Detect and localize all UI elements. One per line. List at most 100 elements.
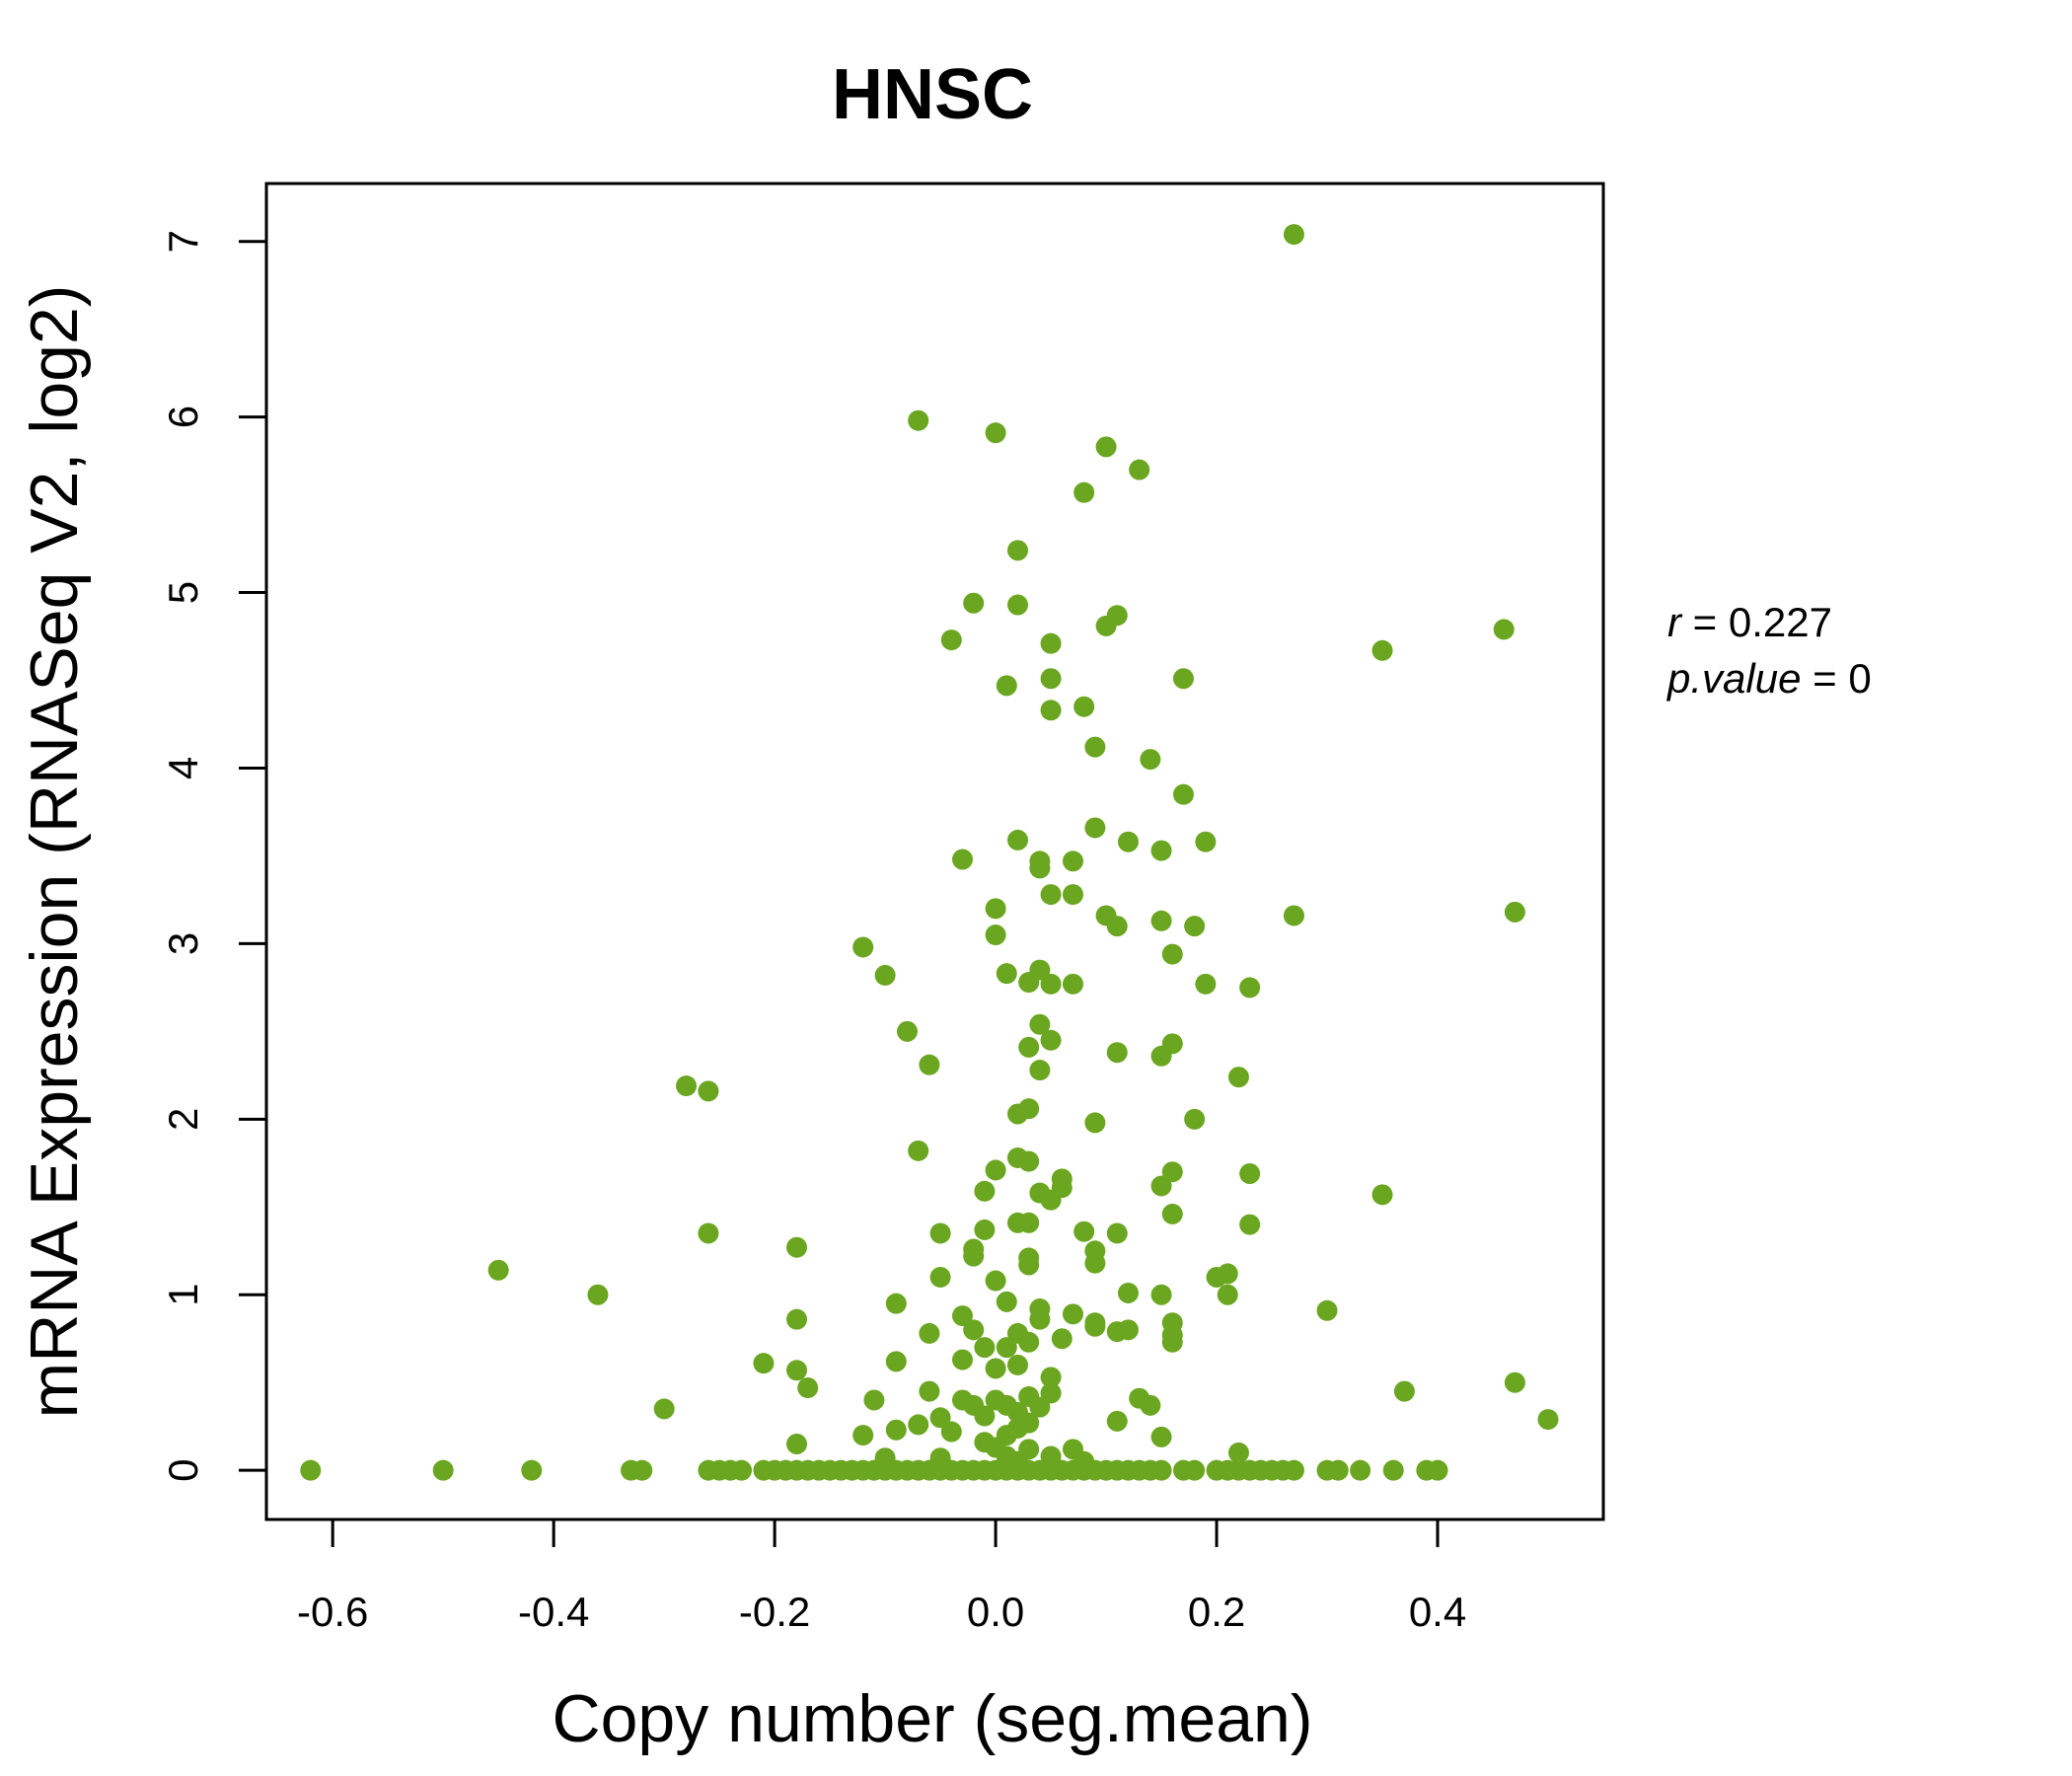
- plot-frame: [264, 182, 1605, 1521]
- y-tick-label: 1: [160, 1284, 206, 1306]
- y-tick-label: 4: [160, 757, 206, 779]
- y-tick-label: 3: [160, 932, 206, 955]
- data-point: [698, 1080, 719, 1102]
- data-point: [1106, 1222, 1128, 1244]
- data-point: [996, 675, 1017, 697]
- data-point: [1084, 1252, 1106, 1274]
- x-tick-label: -0.2: [739, 1589, 810, 1635]
- data-point: [1095, 615, 1117, 636]
- data-point: [1129, 459, 1150, 481]
- data-point: [1029, 1013, 1051, 1035]
- data-point: [731, 1459, 753, 1481]
- data-point: [1371, 639, 1393, 661]
- x-tick-label: -0.6: [297, 1589, 368, 1635]
- data-point: [1084, 817, 1106, 839]
- p-label: p.value: [1665, 655, 1801, 702]
- p-value: 0: [1848, 655, 1871, 702]
- data-point: [786, 1433, 808, 1454]
- data-point: [1095, 436, 1117, 458]
- data-point: [919, 1054, 940, 1075]
- data-point: [1084, 1315, 1106, 1337]
- y-tick-label: 2: [160, 1108, 206, 1131]
- y-tick-label: 5: [160, 581, 206, 604]
- r-value: 0.227: [1729, 599, 1832, 645]
- data-point: [1239, 977, 1261, 999]
- data-point: [963, 1245, 985, 1267]
- data-point: [1084, 736, 1106, 758]
- data-point: [1073, 481, 1095, 503]
- data-point: [1029, 1396, 1051, 1418]
- data-point: [1006, 594, 1028, 616]
- data-point: [1283, 224, 1304, 246]
- data-point: [985, 1270, 1006, 1292]
- y-tick-label: 7: [160, 230, 206, 253]
- data-point: [1140, 749, 1161, 771]
- data-point: [1018, 1331, 1040, 1353]
- data-point: [985, 1358, 1006, 1379]
- data-point: [1150, 910, 1172, 931]
- y-axis: 0 1 2 3 4 5 6 7: [160, 230, 268, 1482]
- data-point: [1150, 1459, 1172, 1481]
- data-point: [1504, 901, 1525, 923]
- y-tick-label: 0: [160, 1459, 206, 1482]
- data-point: [797, 1377, 819, 1399]
- data-point: [852, 936, 874, 958]
- data-point: [1006, 829, 1028, 851]
- data-point: [1062, 1303, 1083, 1325]
- data-point: [908, 409, 929, 431]
- data-point: [929, 1447, 951, 1469]
- y-axis-label: mRNA Expression (RNASeq V2, log2): [17, 285, 92, 1419]
- x-tick-label: -0.4: [518, 1589, 589, 1635]
- data-point: [1040, 884, 1062, 906]
- data-point: [1393, 1380, 1415, 1402]
- data-point: [1073, 1450, 1095, 1472]
- data-point: [1283, 905, 1304, 926]
- data-point: [1161, 1331, 1183, 1353]
- data-point: [1316, 1299, 1338, 1321]
- data-point: [1040, 1367, 1062, 1388]
- data-point: [963, 1319, 985, 1341]
- data-point: [521, 1459, 543, 1481]
- data-point: [1283, 1459, 1304, 1481]
- data-point: [951, 849, 973, 870]
- data-point: [1140, 1394, 1161, 1416]
- data-point: [951, 1349, 973, 1370]
- data-point: [1195, 973, 1217, 995]
- data-point: [1040, 973, 1062, 995]
- data-point: [1106, 1410, 1128, 1432]
- data-point: [929, 1222, 951, 1244]
- data-point: [1040, 632, 1062, 654]
- data-point: [940, 1421, 962, 1443]
- data-point: [1537, 1409, 1559, 1431]
- data-point: [996, 1291, 1017, 1312]
- data-point: [1029, 1060, 1051, 1081]
- data-point: [974, 1405, 996, 1427]
- data-point: [1106, 1042, 1128, 1064]
- x-axis: -0.6 -0.4 -0.2 0.0 0.2 0.4: [297, 1517, 1466, 1635]
- data-point: [974, 1219, 996, 1240]
- data-point: [908, 1414, 929, 1436]
- data-point: [1040, 1445, 1062, 1467]
- data-point: [676, 1075, 698, 1097]
- data-point: [1040, 668, 1062, 690]
- data-point: [1029, 1308, 1051, 1330]
- data-point: [863, 1389, 885, 1411]
- data-point: [1018, 972, 1040, 994]
- data-point: [1150, 1426, 1172, 1447]
- data-point: [1161, 1203, 1183, 1224]
- data-point: [1018, 1036, 1040, 1058]
- data-point: [786, 1360, 808, 1381]
- data-point: [1040, 1382, 1062, 1404]
- data-point: [1117, 1319, 1139, 1341]
- data-point: [1150, 1175, 1172, 1197]
- data-point: [487, 1259, 509, 1281]
- data-point: [1172, 783, 1194, 805]
- data-point: [963, 592, 985, 614]
- data-point: [1161, 1161, 1183, 1183]
- data-point: [1161, 943, 1183, 965]
- data-point: [1150, 1045, 1172, 1067]
- svg-text:r = 0.227: r = 0.227: [1667, 599, 1832, 645]
- data-point: [1195, 831, 1217, 852]
- data-point: [974, 1180, 996, 1202]
- data-point: [1493, 619, 1515, 640]
